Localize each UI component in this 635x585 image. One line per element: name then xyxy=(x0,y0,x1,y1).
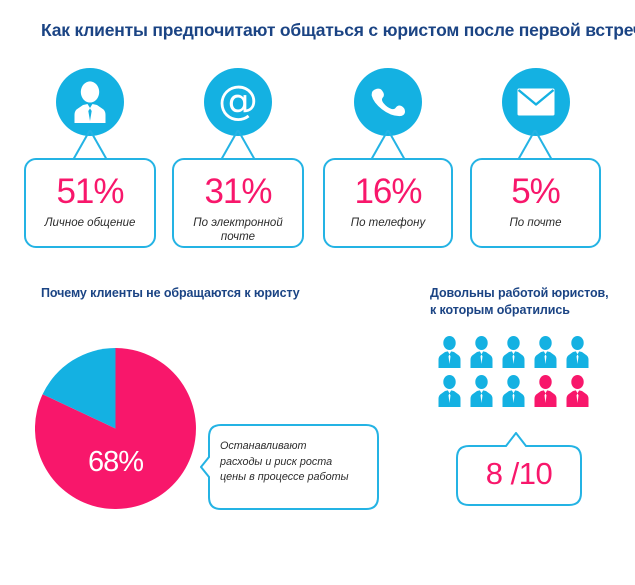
person-pictogram-satisfied xyxy=(470,336,493,368)
section-heading-satisfaction: Довольны работой юристов, к которым обра… xyxy=(430,285,630,319)
pie-callout-line2: расходы и риск роста xyxy=(220,455,333,468)
at-sign-icon: @ xyxy=(204,68,272,136)
stat-percent: 5% xyxy=(511,172,561,211)
stat-label: Личное общение xyxy=(26,216,154,230)
pie-slice-68 xyxy=(35,348,196,509)
person-pictogram-unsatisfied xyxy=(534,375,557,407)
pie-value-label: 68% xyxy=(88,446,144,478)
people-pictogram xyxy=(437,336,602,407)
stat-label: По телефону xyxy=(325,216,451,230)
stat-percent: 16% xyxy=(354,172,422,211)
stat-card-box: 16% По телефону xyxy=(323,158,453,248)
satisfaction-heading-line2: к которым обратились xyxy=(430,303,570,317)
person-pictogram-satisfied xyxy=(470,375,493,407)
svg-text:@: @ xyxy=(218,79,258,124)
stat-percent: 51% xyxy=(56,172,124,211)
person-pictogram-satisfied xyxy=(534,336,557,368)
page-title: Как клиенты предпочитают общаться с юрис… xyxy=(41,20,635,40)
person-pictogram-unsatisfied xyxy=(566,375,589,407)
stat-card-box: 5% По почте xyxy=(470,158,601,248)
pie-slice-32 xyxy=(42,348,116,429)
pie-callout-line3: цены в процессе работы xyxy=(220,471,349,483)
pie-callout-text: Останавливают расходы и риск роста цены … xyxy=(220,439,372,486)
stat-label: По электронной почте xyxy=(174,216,302,244)
person-pictogram-satisfied xyxy=(566,336,589,368)
stat-label-line1: По электронной xyxy=(193,217,283,229)
pie-callout-bubble xyxy=(200,424,379,510)
person-pictogram-satisfied xyxy=(438,375,461,407)
ratio-value: 8 /10 xyxy=(485,456,553,491)
stat-label: По почте xyxy=(472,216,599,230)
stat-card-box: 31% По электронной почте xyxy=(172,158,304,248)
stat-label-line1: По телефону xyxy=(350,217,426,229)
phone-icon xyxy=(354,68,422,136)
stat-label-line1: Личное общение xyxy=(44,217,136,229)
person-pictogram-satisfied xyxy=(438,336,461,368)
ratio-callout-bubble xyxy=(456,432,582,506)
section-heading-reasons: Почему клиенты не обращаются к юристу xyxy=(41,286,300,300)
person-icon xyxy=(56,68,124,136)
stat-card-box: 51% Личное общение xyxy=(24,158,156,248)
person-pictogram-satisfied xyxy=(502,336,525,368)
pie-chart xyxy=(35,348,196,509)
stat-label-line1: По почте xyxy=(509,217,562,229)
person-pictogram-satisfied xyxy=(502,375,525,407)
pie-callout-line1: Останавливают xyxy=(220,440,307,452)
stat-label-line2: почте xyxy=(220,231,256,243)
envelope-icon xyxy=(501,68,570,136)
satisfaction-heading-line1: Довольны работой юристов, xyxy=(430,286,609,300)
stat-percent: 31% xyxy=(204,172,272,211)
